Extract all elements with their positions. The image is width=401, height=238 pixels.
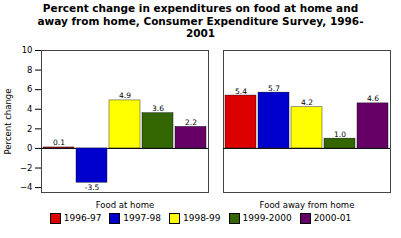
svg-text:0: 0 bbox=[27, 143, 32, 153]
html-text:Percent change in expenditures: Percent change in expenditures on food a… bbox=[37, 2, 364, 40]
svg-text:3.6: 3.6 bbox=[152, 104, 164, 113]
svg-text:0.1: 0.1 bbox=[53, 138, 65, 147]
svg-text:8: 8 bbox=[27, 65, 32, 75]
html-text:1996-97: 1996-97 bbox=[63, 213, 102, 224]
svg-text:4.2: 4.2 bbox=[301, 98, 313, 107]
svg-text:4.6: 4.6 bbox=[367, 94, 379, 103]
svg-text:10: 10 bbox=[22, 45, 33, 55]
svg-text:5.7: 5.7 bbox=[268, 83, 280, 92]
html-text:2000-01: 2000-01 bbox=[313, 213, 352, 224]
html-text:1997-98: 1997-98 bbox=[123, 213, 161, 224]
svg-text:Food at home: Food at home bbox=[96, 199, 154, 209]
svg-text:2: 2 bbox=[27, 123, 32, 133]
svg-text:−2: −2 bbox=[20, 163, 33, 173]
svg-text:Percent change: Percent change bbox=[3, 88, 13, 154]
svg-text:2.2: 2.2 bbox=[185, 118, 197, 127]
svg-text:6: 6 bbox=[27, 84, 32, 94]
svg-text:1.0: 1.0 bbox=[334, 129, 346, 138]
svg-text:−4: −4 bbox=[20, 182, 33, 192]
svg-text:4: 4 bbox=[27, 104, 32, 114]
svg-text:4.9: 4.9 bbox=[119, 91, 131, 100]
svg-text:Food away from home: Food away from home bbox=[260, 199, 355, 209]
html-text:1998-99: 1998-99 bbox=[183, 213, 221, 224]
html-text:1999-2000: 1999-2000 bbox=[242, 213, 292, 224]
svg-text:5.4: 5.4 bbox=[235, 86, 247, 95]
svg-text:-3.5: -3.5 bbox=[85, 183, 100, 192]
